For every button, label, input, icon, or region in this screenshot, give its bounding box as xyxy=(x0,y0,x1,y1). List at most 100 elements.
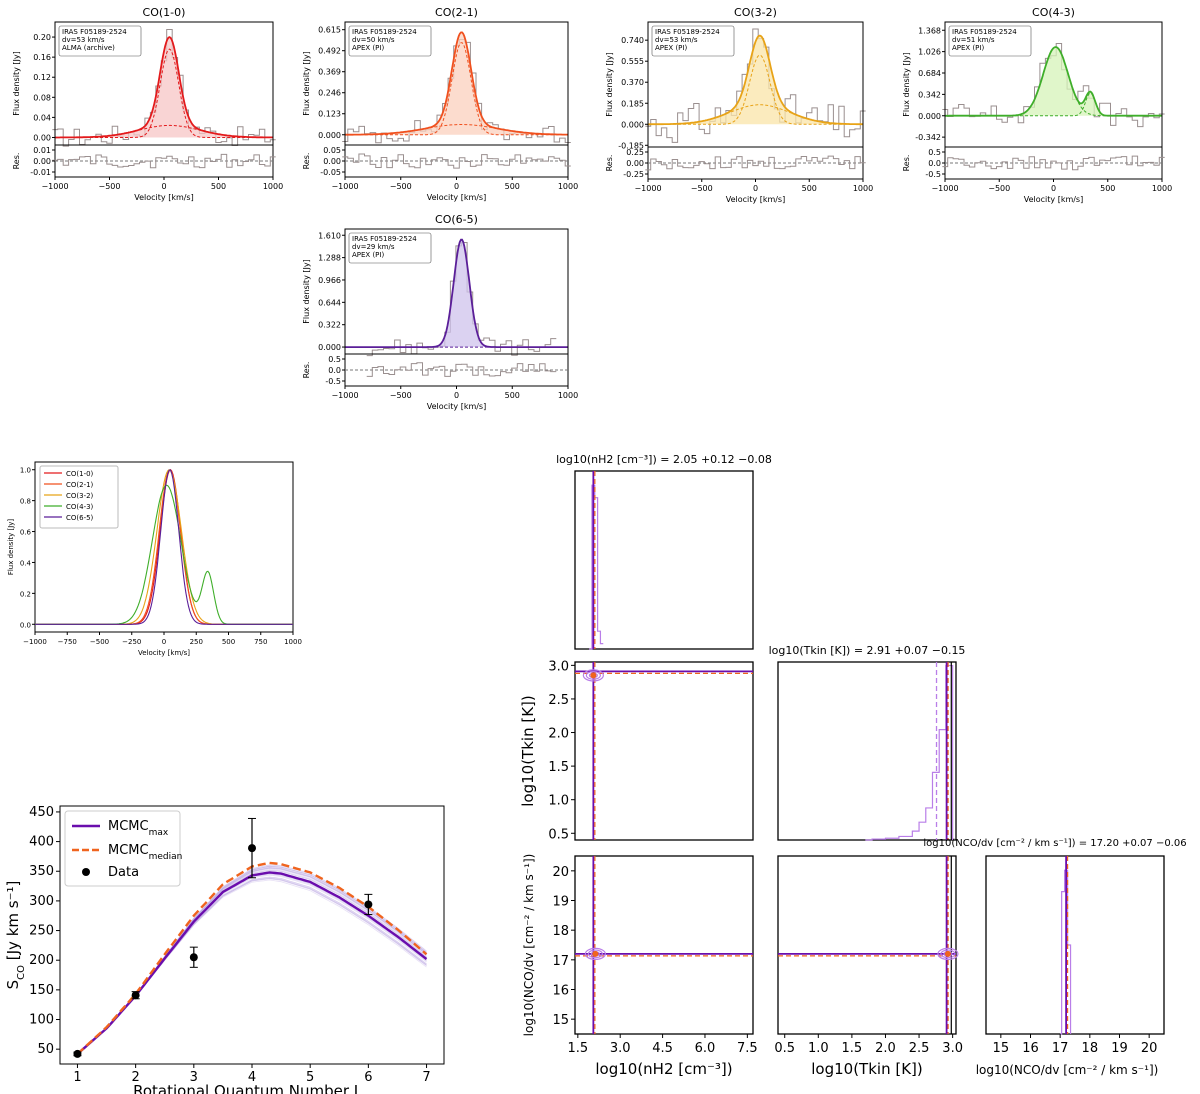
residual-histogram xyxy=(942,155,1165,171)
info-text: IRAS F05189-2524 xyxy=(655,28,720,36)
y-tick-label: 0.246 xyxy=(318,89,341,98)
x-tick-label: 20 xyxy=(1141,1041,1158,1056)
legend-label: CO(2-1) xyxy=(66,481,94,489)
y-tick-label: 250 xyxy=(29,924,54,939)
nh2-nco-contour xyxy=(587,949,603,959)
y-tick-label: 3.0 xyxy=(548,659,569,674)
legend-label: CO(4-3) xyxy=(66,503,94,511)
y-tick-label: 350 xyxy=(29,864,54,879)
res-tick-label: -0.05 xyxy=(320,168,341,177)
line-panel-2: -0.1850.0000.1850.3700.5550.740CO(3-2)IR… xyxy=(605,6,873,204)
y-axis-label: Flux density [Jy] xyxy=(302,259,311,323)
x-tick-label: −750 xyxy=(58,638,77,646)
y-tick-label: 1.5 xyxy=(548,760,569,775)
y-tick-label: 0.6 xyxy=(20,529,32,537)
model-fill xyxy=(648,35,863,125)
legend-subscript: max xyxy=(149,828,169,838)
y-tick-label: 0.12 xyxy=(33,73,51,82)
info-box xyxy=(651,25,735,57)
x-tick-label: 1 xyxy=(73,1070,81,1085)
y-tick-label: 0.555 xyxy=(621,57,644,66)
nh2-axis-label: log10(nH2 [cm⁻³]) xyxy=(595,1060,732,1078)
x-axis-label: Velocity [km/s] xyxy=(726,195,785,204)
model-fill xyxy=(345,239,568,348)
x-tick-label: −1000 xyxy=(41,182,68,191)
y-tick-label: 20 xyxy=(552,865,569,880)
y-tick-label: 0.185 xyxy=(621,99,644,108)
data-point xyxy=(73,1049,82,1058)
x-tick-label: 6.0 xyxy=(695,1041,716,1056)
x-tick-label: 1000 xyxy=(263,182,283,191)
info-box xyxy=(348,25,432,57)
info-text: dv=50 km/s xyxy=(352,36,395,44)
y-tick-label: 150 xyxy=(29,983,54,998)
info-text: IRAS F05189-2524 xyxy=(352,235,417,243)
y-tick-label: 0.369 xyxy=(318,68,341,77)
x-tick-label: 1000 xyxy=(558,391,578,400)
y-axis-unit: [Jy km s⁻¹] xyxy=(4,881,22,965)
x-tick-label: 6 xyxy=(364,1070,372,1085)
nh2-tkin-contour xyxy=(585,670,601,680)
corner-nh2-tkin xyxy=(574,661,754,841)
y-tick-label: 0.08 xyxy=(33,93,51,102)
y-tick-label: 18 xyxy=(552,924,569,939)
panel-title: CO(1-0) xyxy=(143,6,186,19)
line-panel-0: 0.00 0.04 0.08 0.12 0.16 0.20 CO(1-0) IRAS F051… xyxy=(12,6,283,202)
y-tick-label: 2.5 xyxy=(548,693,569,708)
info-text: APEX (PI) xyxy=(952,44,984,52)
y-tick-label: 0.644 xyxy=(318,298,341,307)
res-tick-label: 0.00 xyxy=(323,157,341,166)
info-box xyxy=(348,232,432,264)
x-tick-label: −1000 xyxy=(634,184,661,193)
y-tick-label: 1.368 xyxy=(918,26,941,35)
y-tick-label: 100 xyxy=(29,1013,54,1028)
y-tick-label: 1.026 xyxy=(918,48,941,57)
res-tick-label: 0.05 xyxy=(323,146,341,155)
tkin-nco-contour-point xyxy=(944,950,951,957)
tkin-histogram xyxy=(865,664,954,841)
model-fill xyxy=(945,47,1162,116)
y-tick-label: 300 xyxy=(29,894,54,909)
y-tick-label: 1.0 xyxy=(548,794,569,809)
y-tick-label: 2.0 xyxy=(548,727,569,742)
y-tick-label: 1.288 xyxy=(318,254,341,263)
x-tick-label: 19 xyxy=(1111,1041,1128,1056)
legend-label: CO(3-2) xyxy=(66,492,94,500)
y-tick-label: 0.370 xyxy=(621,78,644,87)
y-axis-label: Flux density [Jy] xyxy=(902,52,911,116)
broad-component xyxy=(345,124,568,136)
info-text: dv=53 km/s xyxy=(655,36,698,44)
x-tick-label: 500 xyxy=(222,638,235,646)
y-tick-label: 17 xyxy=(552,954,569,969)
y-tick-label: 0.966 xyxy=(318,276,341,285)
y-tick-label: 0.0 xyxy=(20,621,31,629)
residual-histogram xyxy=(645,155,866,171)
y-tick-label: 15 xyxy=(552,1013,569,1028)
legend-box xyxy=(39,465,119,529)
y-tick-label: 0.000 xyxy=(318,131,341,140)
res-tick-label: -0.5 xyxy=(325,377,341,386)
info-text: IRAS F05189-2524 xyxy=(62,28,127,36)
legend-label: Data xyxy=(108,865,139,880)
x-tick-label: 750 xyxy=(254,638,267,646)
y-tick-label: -0.185 xyxy=(618,141,644,150)
info-text: APEX (PI) xyxy=(352,251,384,259)
res-tick-label: 0.01 xyxy=(33,146,51,155)
x-axis-label: Velocity [km/s] xyxy=(134,193,193,202)
y-tick-label: 0.740 xyxy=(621,36,644,45)
corner-tkin-hist xyxy=(777,661,957,841)
res-tick-label: -0.25 xyxy=(623,170,644,179)
legend-label: CO(1-0) xyxy=(66,470,94,478)
y-tick-label: 0.000 xyxy=(621,120,644,129)
y-tick-label: 400 xyxy=(29,835,54,850)
tkin-title: log10(Tkin [K]) = 2.91 +0.07 −0.15 xyxy=(769,644,966,657)
x-tick-label: −500 xyxy=(99,182,121,191)
x-axis-label: Velocity [km/s] xyxy=(1024,195,1083,204)
x-tick-label: −1000 xyxy=(931,184,958,193)
panel-title: CO(6-5) xyxy=(435,213,478,226)
y-tick-label: 0.20 xyxy=(33,33,51,42)
x-tick-label: 0 xyxy=(162,638,166,646)
x-tick-label: 16 xyxy=(1022,1041,1039,1056)
broad-component xyxy=(945,92,1162,117)
